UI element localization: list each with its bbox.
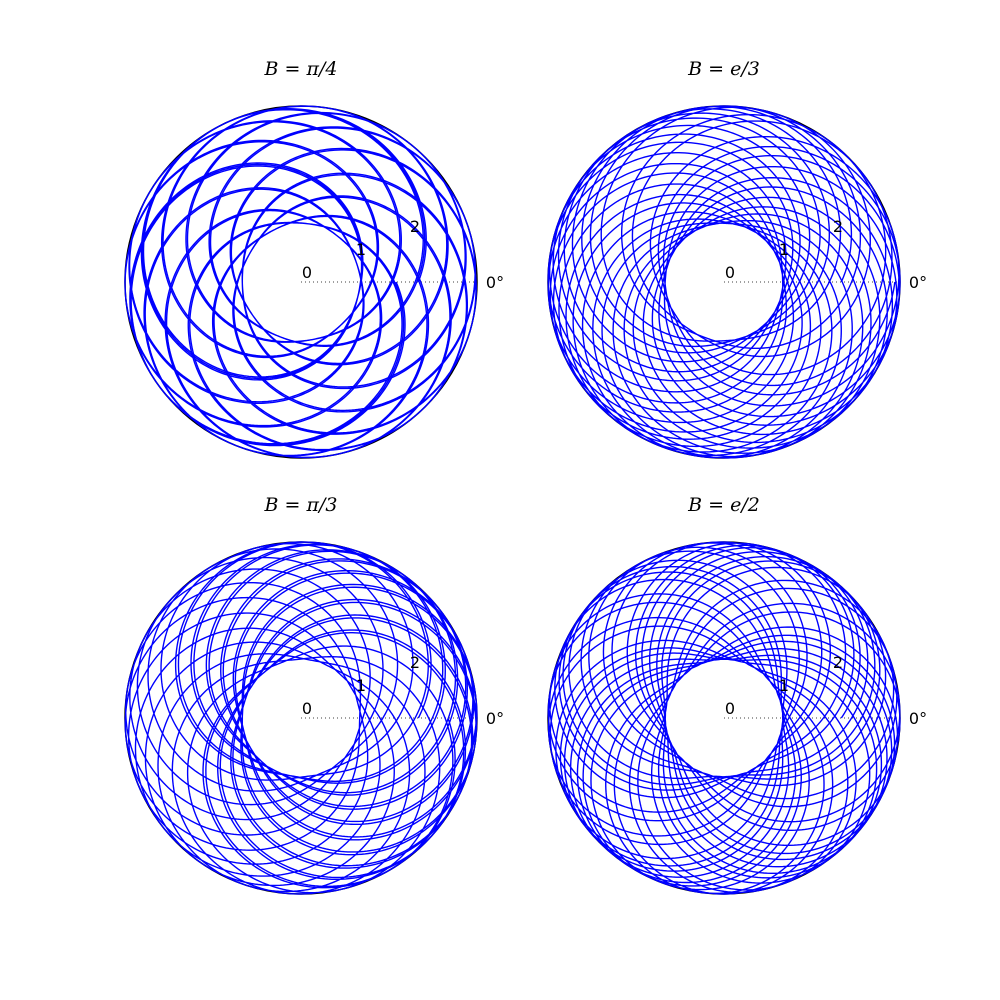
r-tick-label-1: 1 — [356, 676, 366, 695]
polar-curve-series — [547, 541, 901, 895]
r-tick-label-0: 0 — [725, 699, 735, 718]
curve-layer — [124, 105, 477, 459]
polar-curve-series — [124, 541, 478, 895]
r-tick-label-0: 0 — [725, 263, 735, 282]
polar-panel-4: B = e/2 0 1 2 0° — [547, 494, 927, 895]
r-tick-label-1: 1 — [779, 240, 789, 259]
r-tick-label-2: 2 — [833, 217, 843, 236]
curve-layer — [547, 541, 901, 895]
angle-label-0deg: 0° — [486, 709, 504, 728]
panel-title: B = e/2 — [687, 494, 760, 516]
polar-curve-series — [124, 105, 477, 459]
panel-title: B = π/4 — [264, 58, 338, 80]
r-tick-label-1: 1 — [779, 676, 789, 695]
r-tick-label-1: 1 — [356, 240, 366, 259]
polar-panel-1: B = π/4 0 1 2 0° — [124, 58, 504, 459]
curve-layer — [547, 105, 901, 459]
polar-panel-3: B = π/3 0 1 2 0° — [124, 494, 504, 895]
r-tick-label-2: 2 — [833, 653, 843, 672]
panel-title: B = e/3 — [687, 58, 760, 80]
r-tick-label-0: 0 — [302, 699, 312, 718]
r-tick-label-0: 0 — [302, 263, 312, 282]
polar-curve-series — [547, 105, 901, 459]
curve-layer — [124, 541, 478, 895]
polar-panel-2: B = e/3 0 1 2 0° — [547, 58, 927, 459]
panel-title: B = π/3 — [264, 494, 338, 516]
r-tick-label-2: 2 — [410, 217, 420, 236]
angle-label-0deg: 0° — [486, 273, 504, 292]
angle-label-0deg: 0° — [909, 709, 927, 728]
angle-label-0deg: 0° — [909, 273, 927, 292]
r-tick-label-2: 2 — [410, 653, 420, 672]
